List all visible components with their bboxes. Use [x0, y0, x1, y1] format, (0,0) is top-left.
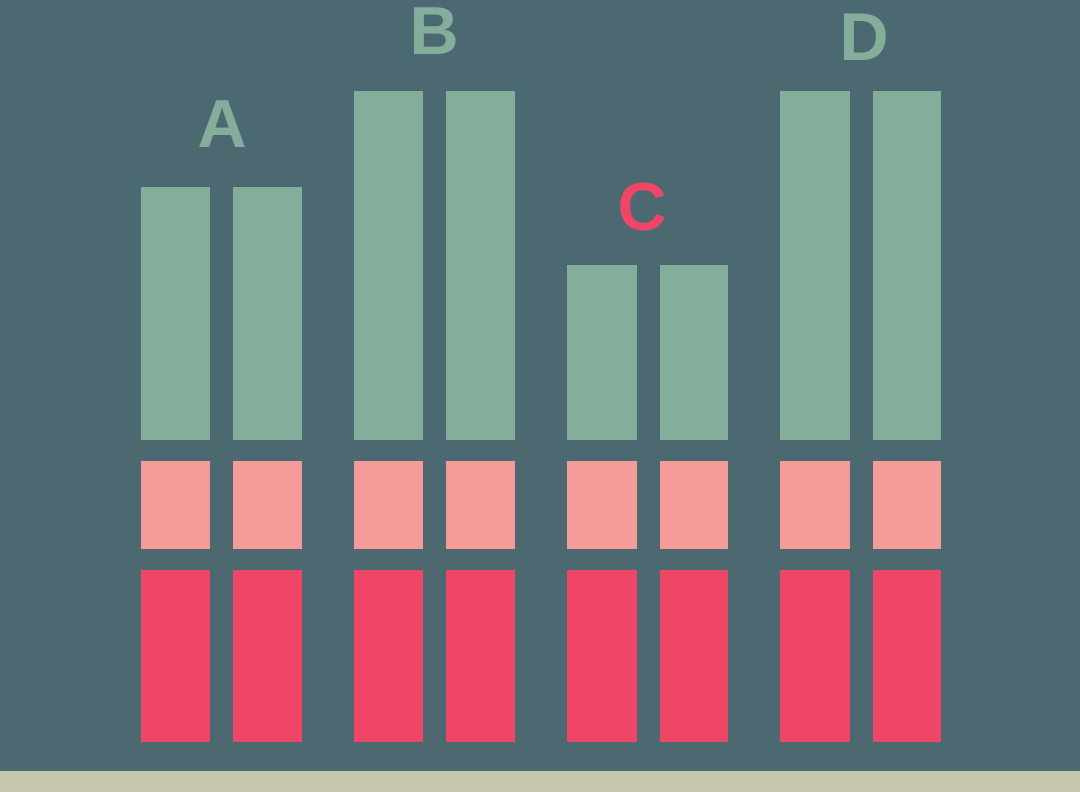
pink-block-c-1	[567, 461, 637, 549]
pink-block-b-2	[446, 461, 515, 549]
diagram-canvas: A B C D	[141, 0, 941, 742]
red-block-a-2	[233, 570, 302, 742]
red-block-c-2	[660, 570, 728, 742]
red-block-c-1	[567, 570, 637, 742]
pink-block-b-1	[354, 461, 423, 549]
red-block-a-1	[141, 570, 210, 742]
green-bar-c-2	[660, 265, 728, 440]
green-bar-c-1	[567, 265, 637, 440]
pink-block-a-2	[233, 461, 302, 549]
red-block-d-2	[873, 570, 941, 742]
group-label-b: B	[409, 0, 459, 69]
red-block-d-1	[780, 570, 850, 742]
red-block-b-2	[446, 570, 515, 742]
green-bar-a-1	[141, 187, 210, 440]
green-bar-a-2	[233, 187, 302, 440]
green-bar-d-1	[780, 91, 850, 440]
group-label-a: A	[197, 86, 247, 162]
green-bar-d-2	[873, 91, 941, 440]
pink-block-d-1	[780, 461, 850, 549]
floor-band	[0, 771, 1080, 792]
red-block-b-1	[354, 570, 423, 742]
pink-block-c-2	[660, 461, 728, 549]
green-bar-b-1	[354, 91, 423, 440]
green-bar-b-2	[446, 91, 515, 440]
group-label-c: C	[617, 169, 667, 245]
pink-block-d-2	[873, 461, 941, 549]
pink-block-a-1	[141, 461, 210, 549]
group-label-d: D	[839, 0, 889, 75]
